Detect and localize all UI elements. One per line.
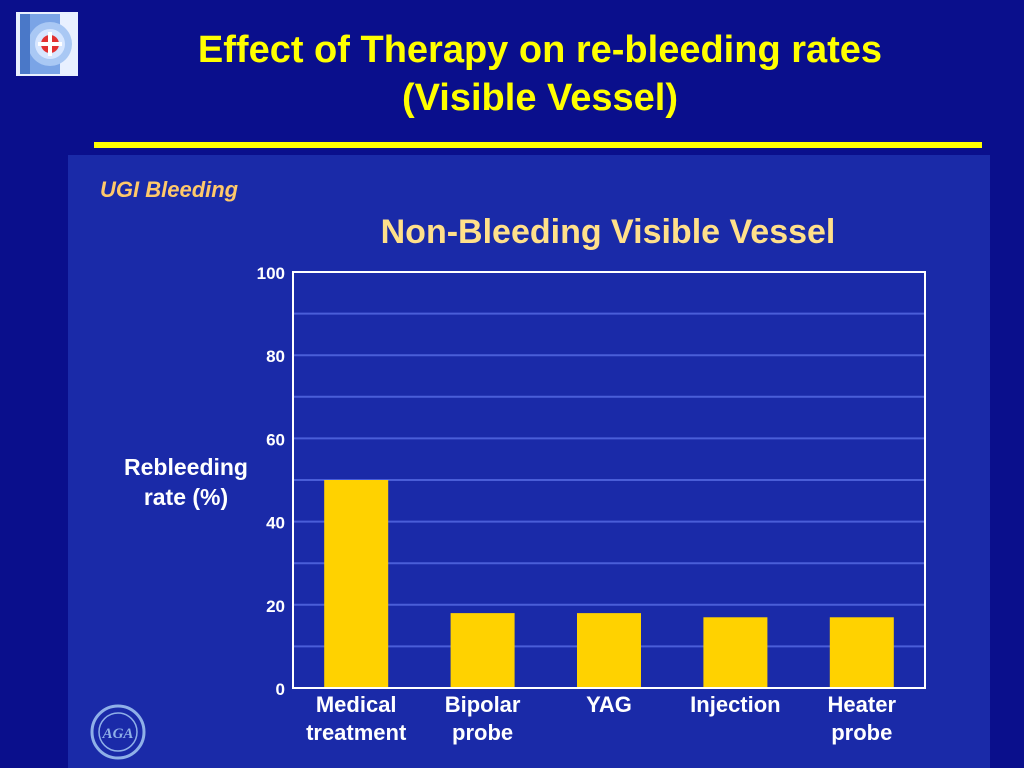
y-tick-label: 100 (257, 264, 285, 283)
bar (703, 617, 768, 688)
x-tick-label-line: probe (831, 720, 892, 745)
x-tick-label-line: Injection (690, 692, 780, 717)
x-tick-label: Heater probe (828, 692, 897, 745)
x-tick-label-line: Medical (316, 692, 397, 717)
bar-chart: UGI Bleeding Non-Bleeding Visible Vessel… (90, 177, 926, 760)
plot-frame (292, 271, 926, 689)
x-tick-label-line: Heater (828, 692, 897, 717)
x-tick-label: Medical treatment (306, 692, 407, 745)
p-logo-icon (16, 12, 78, 76)
slide-title-line-1: Effect of Therapy on re-bleeding rates (197, 29, 883, 71)
x-tick-label: YAG (586, 692, 632, 717)
chart-title: Non-Bleeding Visible Vessel (381, 213, 836, 251)
y-axis-label-line-2: rate (%) (144, 484, 228, 510)
title-divider (94, 142, 982, 148)
bar (450, 613, 515, 688)
x-tick-label: Injection (690, 692, 780, 717)
y-tick-label: 40 (266, 514, 285, 533)
x-tick-label-line: probe (452, 720, 513, 745)
y-tick-label: 20 (266, 597, 285, 616)
slide-title: Effect of Therapy on re-bleeding rates (… (100, 26, 980, 122)
y-tick-label: 60 (266, 430, 285, 449)
bar (577, 613, 641, 688)
aga-seal-icon: AGA (90, 704, 146, 760)
x-tick-label-line: treatment (306, 720, 407, 745)
aga-seal-text: AGA (102, 726, 134, 742)
section-label: UGI Bleeding (100, 177, 239, 202)
y-tick-label: 80 (266, 347, 285, 366)
slide-title-line-2: (Visible Vessel) (401, 77, 679, 119)
x-tick-label-line: YAG (586, 692, 632, 717)
x-tick-label: Bipolar probe (445, 692, 521, 745)
y-axis-label-line-1: Rebleeding (124, 454, 248, 480)
x-tick-label-line: Bipolar (445, 692, 521, 717)
bar (324, 480, 389, 688)
y-tick-label: 0 (276, 680, 285, 699)
chart-panel: UGI Bleeding Non-Bleeding Visible Vessel… (68, 155, 990, 768)
bar (829, 617, 894, 688)
